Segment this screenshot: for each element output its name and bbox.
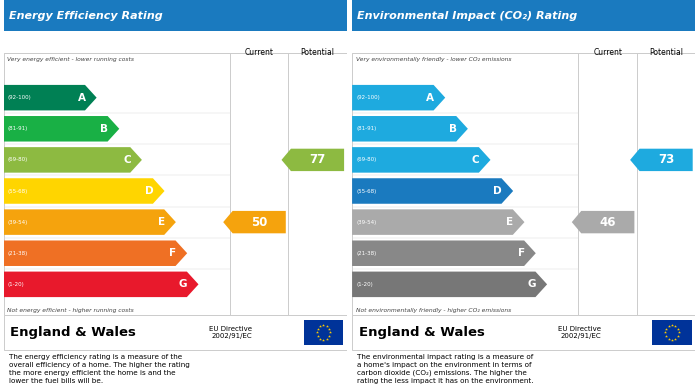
Text: D: D (494, 186, 502, 196)
Text: Potential: Potential (300, 48, 335, 57)
Text: (39-54): (39-54) (8, 220, 28, 224)
Polygon shape (4, 272, 199, 297)
Text: (81-91): (81-91) (356, 126, 377, 131)
Text: Energy Efficiency Rating: Energy Efficiency Rating (8, 11, 162, 21)
Polygon shape (352, 178, 513, 204)
Text: 77: 77 (309, 153, 326, 167)
Text: F: F (517, 248, 525, 258)
Text: Potential: Potential (649, 48, 683, 57)
Text: B: B (449, 124, 457, 134)
Polygon shape (281, 149, 344, 171)
Polygon shape (4, 147, 142, 173)
Polygon shape (352, 240, 536, 266)
Bar (352, 0, 695, 31)
Polygon shape (4, 85, 97, 110)
Text: D: D (145, 186, 153, 196)
Text: The environmental impact rating is a measure of
a home's impact on the environme: The environmental impact rating is a mea… (357, 354, 533, 384)
Bar (352, 53, 695, 315)
Text: (55-68): (55-68) (8, 188, 28, 194)
Text: A: A (426, 93, 434, 103)
Text: (92-100): (92-100) (356, 95, 380, 100)
Polygon shape (4, 209, 176, 235)
Bar (304, 320, 343, 345)
Text: (69-80): (69-80) (356, 158, 377, 162)
Text: EU Directive
2002/91/EC: EU Directive 2002/91/EC (558, 326, 601, 339)
Text: (21-38): (21-38) (356, 251, 377, 256)
Text: Current: Current (593, 48, 622, 57)
Text: (1-20): (1-20) (356, 282, 373, 287)
Text: 73: 73 (658, 153, 674, 167)
Text: (55-68): (55-68) (356, 188, 377, 194)
Polygon shape (352, 85, 445, 110)
Text: A: A (78, 93, 85, 103)
Polygon shape (352, 272, 547, 297)
Text: F: F (169, 248, 176, 258)
Text: G: G (528, 279, 536, 289)
Text: (92-100): (92-100) (8, 95, 32, 100)
Text: 46: 46 (600, 215, 616, 229)
Text: Very environmentally friendly - lower CO₂ emissions: Very environmentally friendly - lower CO… (356, 57, 511, 62)
Text: Not environmentally friendly - higher CO₂ emissions: Not environmentally friendly - higher CO… (356, 308, 511, 313)
Text: Environmental Impact (CO₂) Rating: Environmental Impact (CO₂) Rating (357, 11, 578, 21)
Text: Not energy efficient - higher running costs: Not energy efficient - higher running co… (7, 308, 134, 313)
Text: (21-38): (21-38) (8, 251, 28, 256)
Bar (352, 315, 695, 350)
Polygon shape (223, 211, 286, 233)
Polygon shape (630, 149, 693, 171)
Text: England & Wales: England & Wales (359, 326, 485, 339)
Text: E: E (506, 217, 513, 227)
Text: (81-91): (81-91) (8, 126, 28, 131)
Text: E: E (158, 217, 164, 227)
Bar (4, 0, 346, 31)
Bar (4, 53, 346, 315)
Text: C: C (472, 155, 480, 165)
Text: 50: 50 (251, 215, 267, 229)
Bar (4, 315, 346, 350)
Polygon shape (4, 178, 164, 204)
Polygon shape (352, 209, 524, 235)
Text: The energy efficiency rating is a measure of the
overall efficiency of a home. T: The energy efficiency rating is a measur… (8, 354, 190, 384)
Polygon shape (4, 240, 187, 266)
Polygon shape (572, 211, 634, 233)
Text: England & Wales: England & Wales (10, 326, 136, 339)
Text: Current: Current (244, 48, 274, 57)
Text: G: G (179, 279, 188, 289)
Text: (1-20): (1-20) (8, 282, 25, 287)
Polygon shape (4, 116, 119, 142)
Polygon shape (352, 116, 468, 142)
Text: Very energy efficient - lower running costs: Very energy efficient - lower running co… (7, 57, 134, 62)
Text: (39-54): (39-54) (356, 220, 377, 224)
Text: (69-80): (69-80) (8, 158, 28, 162)
Polygon shape (352, 147, 491, 173)
Text: EU Directive
2002/91/EC: EU Directive 2002/91/EC (209, 326, 252, 339)
Text: C: C (123, 155, 131, 165)
Text: B: B (100, 124, 108, 134)
Bar (652, 320, 692, 345)
